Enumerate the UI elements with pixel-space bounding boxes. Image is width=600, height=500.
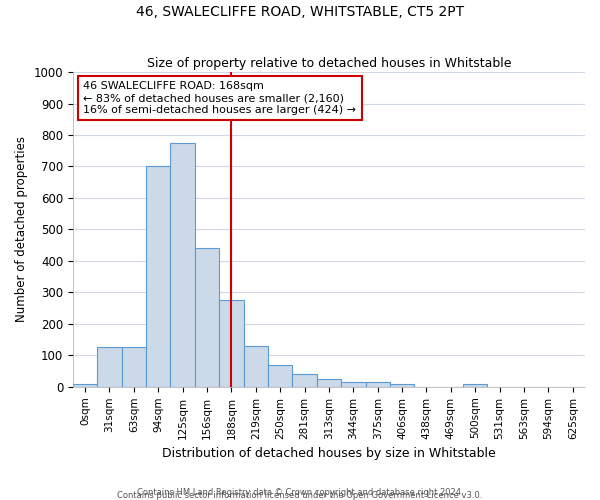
Bar bbox=[463, 384, 487, 387]
Bar bbox=[97, 346, 122, 387]
Bar bbox=[292, 374, 317, 387]
Bar bbox=[244, 346, 268, 387]
X-axis label: Distribution of detached houses by size in Whitstable: Distribution of detached houses by size … bbox=[162, 447, 496, 460]
Bar bbox=[73, 384, 97, 387]
Bar bbox=[219, 300, 244, 387]
Title: Size of property relative to detached houses in Whitstable: Size of property relative to detached ho… bbox=[147, 56, 511, 70]
Text: Contains public sector information licensed under the Open Government Licence v3: Contains public sector information licen… bbox=[118, 492, 482, 500]
Text: 46 SWALECLIFFE ROAD: 168sqm
← 83% of detached houses are smaller (2,160)
16% of : 46 SWALECLIFFE ROAD: 168sqm ← 83% of det… bbox=[83, 82, 356, 114]
Bar bbox=[341, 382, 365, 387]
Bar bbox=[195, 248, 219, 387]
Bar bbox=[365, 382, 390, 387]
Bar bbox=[317, 379, 341, 387]
Bar bbox=[122, 346, 146, 387]
Bar bbox=[170, 143, 195, 387]
Bar bbox=[390, 384, 415, 387]
Text: 46, SWALECLIFFE ROAD, WHITSTABLE, CT5 2PT: 46, SWALECLIFFE ROAD, WHITSTABLE, CT5 2P… bbox=[136, 5, 464, 19]
Text: Contains HM Land Registry data © Crown copyright and database right 2024.: Contains HM Land Registry data © Crown c… bbox=[137, 488, 463, 497]
Y-axis label: Number of detached properties: Number of detached properties bbox=[15, 136, 28, 322]
Bar bbox=[146, 166, 170, 387]
Bar bbox=[268, 366, 292, 387]
